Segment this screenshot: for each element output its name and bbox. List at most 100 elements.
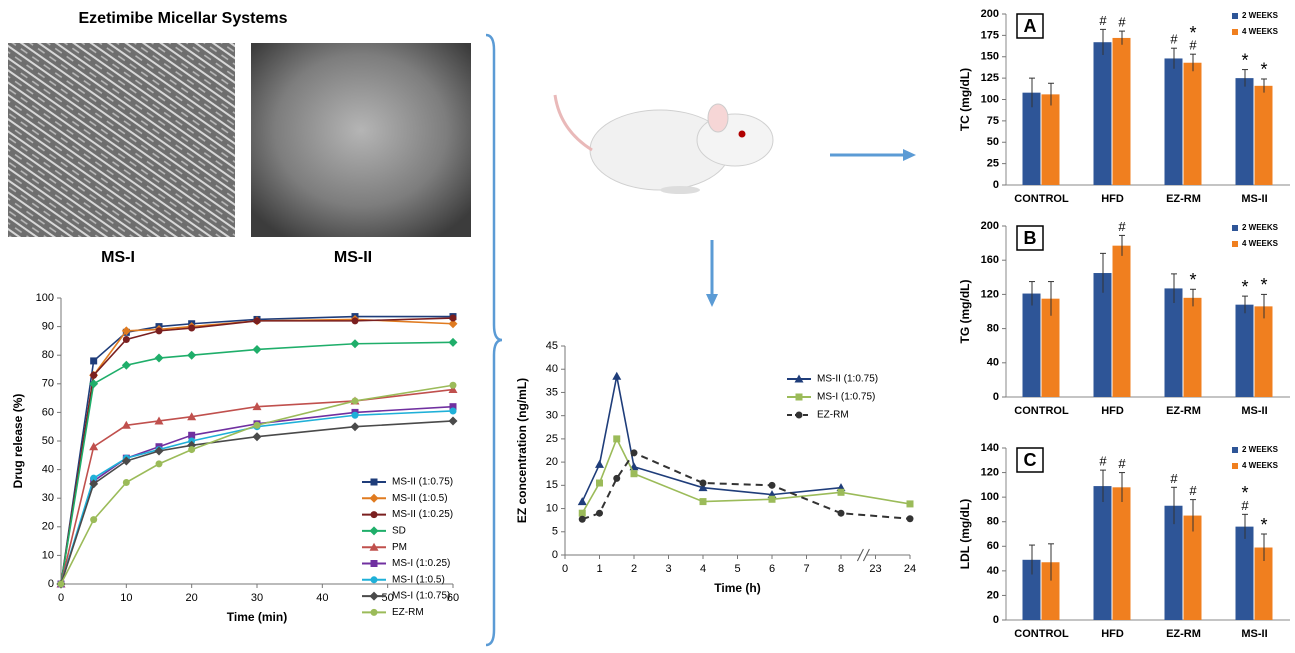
- significance-mark: #: [1189, 38, 1197, 53]
- y-tick-label: 100: [36, 292, 54, 304]
- marker: [448, 337, 458, 347]
- legend-label: MS-I (1:0.5): [392, 574, 445, 585]
- y-tick-label: 125: [981, 72, 999, 84]
- marker: [613, 474, 621, 482]
- bar: [1112, 245, 1131, 397]
- legend-label: MS-II (1:0.25): [392, 509, 453, 520]
- y-tick-label: 120: [981, 466, 999, 478]
- y-axis-label: TG (mg/dL): [958, 280, 972, 344]
- y-tick-label: 15: [546, 479, 558, 491]
- series-line: [60, 410, 454, 585]
- marker: [90, 474, 98, 482]
- y-tick-label: 160: [981, 254, 999, 266]
- marker: [252, 402, 262, 411]
- significance-mark: *: [1241, 277, 1248, 297]
- significance-mark: #: [1170, 471, 1178, 486]
- legend-marker: [369, 526, 379, 536]
- x-tick-label: EZ-RM: [1166, 193, 1201, 205]
- bar: [1093, 42, 1112, 186]
- marker: [252, 432, 262, 442]
- y-tick-label: 20: [987, 589, 999, 601]
- x-tick-label: EZ-RM: [1166, 405, 1201, 417]
- marker: [90, 357, 98, 365]
- bar: [1183, 62, 1202, 185]
- marker: [121, 456, 131, 466]
- x-tick-label: 10: [120, 592, 132, 604]
- series-line: [60, 388, 454, 585]
- legend-marker: [370, 478, 378, 486]
- significance-mark: *: [1260, 275, 1267, 295]
- legend-label: MS-I (1:0.75): [392, 591, 450, 602]
- marker: [154, 446, 164, 456]
- marker: [89, 442, 99, 451]
- legend-marker: [369, 493, 379, 503]
- series-line: [60, 384, 454, 585]
- series-line: [60, 405, 454, 585]
- x-tick-label: 30: [251, 592, 263, 604]
- marker: [630, 470, 638, 478]
- bar: [1041, 94, 1060, 185]
- bar: [1164, 505, 1183, 620]
- marker: [698, 483, 708, 492]
- y-axis-label: Drug release (%): [11, 394, 25, 489]
- y-tick-label: 10: [42, 549, 54, 561]
- marker: [350, 339, 360, 349]
- x-tick-label: MS-II: [1241, 193, 1267, 205]
- legend-label: MS-I (1:0.25): [392, 558, 450, 569]
- legend-marker: [795, 411, 803, 419]
- series-line: [581, 436, 911, 514]
- marker: [448, 385, 458, 394]
- x-tick-label: 40: [316, 592, 328, 604]
- marker: [122, 478, 130, 486]
- x-tick-label: MS-II: [1241, 405, 1267, 417]
- bar: [1164, 58, 1183, 185]
- bar: [1022, 92, 1041, 185]
- significance-mark: #: [1118, 219, 1126, 234]
- y-tick-label: 5: [552, 526, 558, 538]
- sem-image: [8, 43, 235, 237]
- bracket: [485, 33, 503, 647]
- y-tick-label: 60: [987, 540, 999, 552]
- y-tick-label: 30: [546, 410, 558, 422]
- x-tick-label: HFD: [1101, 193, 1124, 205]
- x-tick-label: 4: [700, 563, 706, 575]
- y-tick-label: 30: [42, 492, 54, 504]
- marker: [630, 449, 638, 457]
- legend-swatch: [1232, 13, 1238, 19]
- x-tick-label: MS-II: [1241, 628, 1267, 640]
- x-tick-label: HFD: [1101, 405, 1124, 417]
- marker: [188, 431, 196, 439]
- x-tick-label: 23: [869, 563, 881, 575]
- legend-marker: [370, 608, 378, 616]
- y-tick-label: 40: [42, 464, 54, 476]
- series-line: [60, 318, 454, 585]
- y-tick-label: 70: [42, 378, 54, 390]
- y-tick-label: 35: [546, 386, 558, 398]
- marker: [253, 317, 261, 325]
- legend-swatch: [1232, 241, 1238, 247]
- marker: [154, 416, 164, 425]
- marker: [595, 459, 604, 468]
- significance-mark: *: [1189, 23, 1196, 43]
- panel-label: B: [1024, 228, 1037, 248]
- marker: [449, 381, 457, 389]
- x-tick-label: HFD: [1101, 628, 1124, 640]
- series-line: [60, 315, 453, 585]
- y-tick-label: 75: [987, 115, 999, 127]
- legend-marker: [794, 374, 804, 383]
- series-line: [60, 317, 454, 585]
- bar: [1183, 297, 1202, 397]
- y-tick-label: 0: [993, 391, 999, 403]
- x-tick-label: EZ-RM: [1166, 628, 1201, 640]
- marker: [596, 479, 603, 487]
- bar: [1022, 293, 1041, 397]
- y-tick-label: 50: [987, 136, 999, 148]
- sem-image: [251, 43, 471, 237]
- y-tick-label: 90: [42, 321, 54, 333]
- y-tick-label: 25: [546, 433, 558, 445]
- marker: [448, 416, 458, 426]
- y-tick-label: 20: [546, 456, 558, 468]
- marker: [154, 353, 164, 363]
- significance-mark: *: [1241, 483, 1248, 503]
